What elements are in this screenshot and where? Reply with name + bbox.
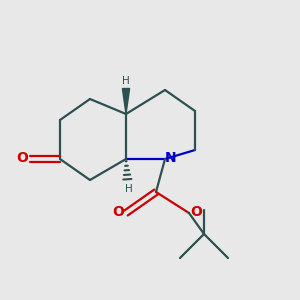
- Text: N: N: [165, 151, 177, 164]
- Text: O: O: [112, 205, 124, 218]
- Text: H: H: [122, 76, 130, 86]
- Text: H: H: [125, 184, 133, 194]
- Text: O: O: [190, 205, 202, 218]
- Polygon shape: [122, 88, 130, 114]
- Text: O: O: [16, 151, 28, 164]
